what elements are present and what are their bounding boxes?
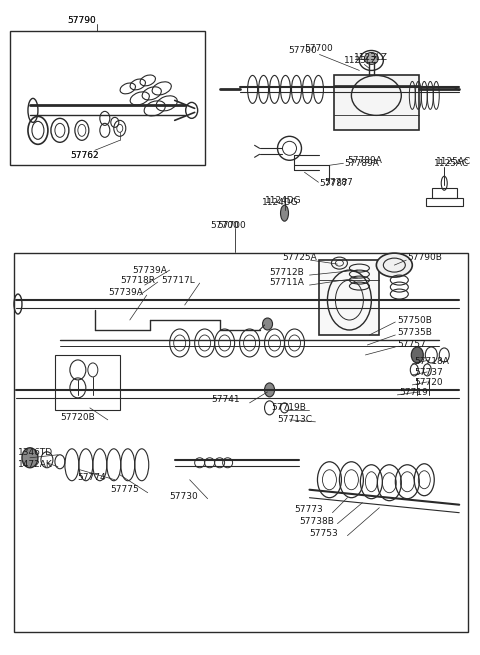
Bar [432, 188, 457, 198]
Text: 57789A: 57789A [345, 159, 379, 168]
Text: 1346TD: 1346TD [18, 448, 53, 457]
Text: 57700: 57700 [304, 44, 333, 53]
Text: 57741: 57741 [212, 396, 240, 404]
Text: 57730: 57730 [170, 492, 198, 501]
Text: 57789A: 57789A [348, 156, 382, 165]
Text: 57739A: 57739A [108, 288, 143, 297]
Text: 1124DG: 1124DG [264, 196, 301, 205]
Text: 57711A: 57711A [270, 278, 304, 287]
Ellipse shape [411, 347, 423, 363]
Text: 57720: 57720 [414, 379, 443, 387]
Ellipse shape [280, 205, 288, 221]
Text: 57739A: 57739A [133, 265, 168, 274]
Text: 57725A: 57725A [283, 253, 317, 261]
Text: 57787: 57787 [324, 178, 353, 187]
Text: 57762: 57762 [71, 151, 99, 160]
Bar [320, 260, 379, 335]
Text: 57757: 57757 [397, 341, 426, 350]
Ellipse shape [376, 253, 412, 277]
Text: 57700: 57700 [217, 221, 246, 230]
Text: 57753: 57753 [310, 529, 338, 538]
Text: 57775: 57775 [110, 485, 139, 495]
Bar [10, 31, 204, 165]
Text: 57737: 57737 [414, 368, 443, 377]
Text: 57713C: 57713C [277, 415, 312, 424]
Text: 57750B: 57750B [397, 316, 432, 324]
Text: 57738B: 57738B [300, 517, 335, 526]
Text: 57700: 57700 [210, 221, 239, 230]
Text: 1125AC: 1125AC [436, 157, 471, 166]
Text: 57717L: 57717L [162, 276, 195, 284]
Text: 57790: 57790 [68, 16, 96, 25]
Text: 1472AK: 1472AK [18, 460, 53, 469]
Text: 57774: 57774 [77, 474, 106, 482]
Text: 57718A: 57718A [414, 358, 449, 366]
Bar [55, 355, 120, 410]
Text: 1124DG: 1124DG [262, 198, 298, 207]
Text: 57787: 57787 [320, 179, 348, 188]
Text: 57762: 57762 [71, 151, 99, 160]
Bar [14, 253, 468, 633]
Text: 57712B: 57712B [270, 268, 304, 276]
Text: 57718R: 57718R [120, 276, 155, 284]
Ellipse shape [22, 448, 38, 468]
Text: 57790: 57790 [68, 16, 96, 25]
Text: 1123LZ: 1123LZ [354, 53, 388, 62]
Bar [426, 198, 463, 206]
Ellipse shape [264, 383, 275, 397]
Text: 1123LZ: 1123LZ [345, 56, 378, 65]
Ellipse shape [364, 52, 378, 64]
Bar [335, 75, 420, 130]
Text: 57790B: 57790B [408, 253, 442, 261]
Text: 57719: 57719 [399, 388, 428, 398]
Text: 57773: 57773 [295, 505, 323, 514]
Ellipse shape [263, 318, 273, 330]
Text: 1125AC: 1125AC [434, 159, 469, 168]
Text: 57720B: 57720B [60, 413, 95, 422]
Text: 57719B: 57719B [272, 403, 306, 413]
Text: 57735B: 57735B [397, 329, 432, 337]
Text: 57700: 57700 [288, 46, 317, 55]
